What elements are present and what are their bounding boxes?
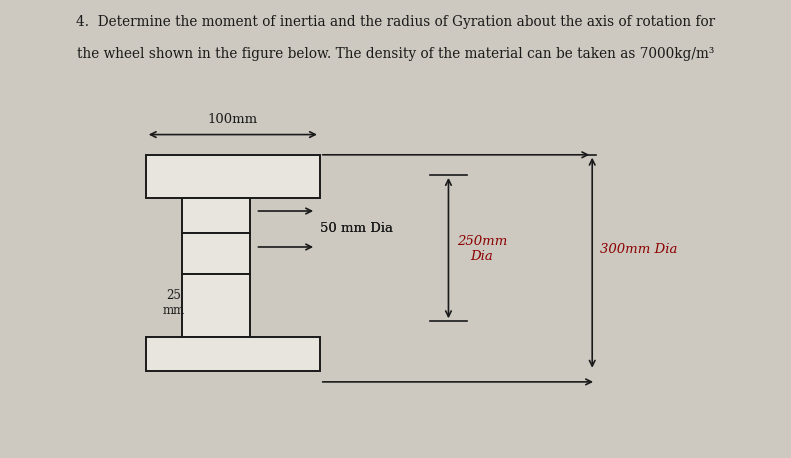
Bar xyxy=(146,155,320,197)
Text: 50 mm Dia: 50 mm Dia xyxy=(320,223,393,235)
Text: 25
mm: 25 mm xyxy=(163,289,185,317)
Bar xyxy=(182,274,250,337)
Text: 250mm
Dia: 250mm Dia xyxy=(456,235,507,263)
Bar xyxy=(146,337,320,371)
Text: 100mm: 100mm xyxy=(208,114,258,126)
Text: 4.  Determine the moment of inertia and the radius of Gyration about the axis of: 4. Determine the moment of inertia and t… xyxy=(76,16,715,29)
Bar xyxy=(182,197,250,234)
Text: 50 mm Dia: 50 mm Dia xyxy=(320,223,393,235)
Text: the wheel shown in the figure below. The density of the material can be taken as: the wheel shown in the figure below. The… xyxy=(77,47,714,61)
Text: 300mm Dia: 300mm Dia xyxy=(600,243,677,256)
Bar xyxy=(182,234,250,274)
